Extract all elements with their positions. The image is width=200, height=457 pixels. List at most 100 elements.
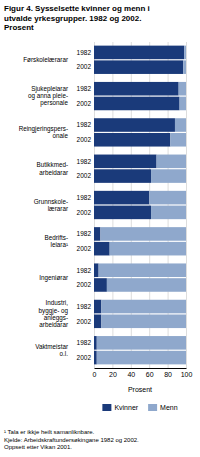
bar bbox=[107, 278, 186, 292]
category-labels: 1982 2002 1982 2002 1982 2002 1982 2002 1982 2002… bbox=[77, 49, 92, 361]
title: Figur 4. Sysselsette kvinner og menn iut… bbox=[4, 4, 150, 32]
category-label: 2002 bbox=[77, 63, 92, 70]
category-label: 2002 bbox=[77, 209, 92, 216]
grid-line bbox=[186, 42, 187, 368]
group-label-line: onale bbox=[53, 132, 69, 139]
bar bbox=[94, 133, 170, 147]
legend-label: Menn bbox=[160, 404, 178, 411]
group-label-line: Vaktmeistar bbox=[35, 343, 68, 350]
group-label-line: Butikkmed- bbox=[37, 161, 69, 168]
category-label: 2002 bbox=[77, 172, 92, 179]
bar bbox=[101, 314, 186, 328]
bar bbox=[94, 351, 97, 365]
category-label: 2002 bbox=[77, 100, 92, 107]
bar bbox=[184, 46, 186, 60]
category-label: 1982 bbox=[77, 158, 92, 165]
bar bbox=[151, 169, 186, 183]
group-label-line: Ingeniørar bbox=[39, 274, 68, 282]
legend-item: Menn bbox=[148, 404, 178, 411]
bar bbox=[94, 191, 149, 205]
category-label: 1982 bbox=[77, 85, 92, 92]
group-label: Førskolelærarar bbox=[23, 56, 68, 63]
chart: Figur 4. Sysselsette kvinner og menn iut… bbox=[0, 0, 200, 457]
legend-label: Kvinner bbox=[114, 404, 138, 411]
bars bbox=[94, 46, 186, 365]
group-label: Ingeniørar bbox=[39, 274, 68, 282]
category-label: 1982 bbox=[77, 267, 92, 274]
title-line: Prosent bbox=[4, 23, 34, 32]
bar bbox=[175, 118, 186, 132]
footnote: ¹ Tala er ikkje heilt samanliknbare. Kjel… bbox=[4, 429, 139, 450]
x-tick-label: 0 bbox=[93, 371, 97, 378]
bar bbox=[94, 263, 99, 277]
category-label: 2002 bbox=[77, 354, 92, 361]
category-label: 1982 bbox=[77, 121, 92, 128]
category-label: 2002 bbox=[77, 245, 92, 252]
x-tick-label: 20 bbox=[109, 371, 117, 378]
legend-swatch bbox=[148, 404, 157, 411]
bar bbox=[94, 242, 110, 256]
x-axis-title: Prosent bbox=[128, 386, 152, 393]
x-tick-label: 80 bbox=[164, 371, 172, 378]
group-label-line: Bedrifts- bbox=[45, 234, 68, 241]
bar bbox=[94, 169, 151, 183]
bar bbox=[94, 46, 184, 60]
footnote-line: ¹ Tala er ikkje heilt samanliknbare. bbox=[4, 429, 95, 435]
bar bbox=[94, 60, 183, 74]
legend-item: Kvinner bbox=[102, 404, 138, 411]
bar bbox=[97, 336, 186, 350]
group-label-line: personale bbox=[40, 99, 68, 107]
bar bbox=[94, 300, 101, 314]
group-label: Reingjeringspers-onale bbox=[19, 125, 69, 139]
bar bbox=[94, 118, 175, 132]
group-label-line: leiara¹ bbox=[51, 241, 69, 248]
footnote-line: Kjelde: Arbeidskraftundersøkingane 1982 … bbox=[4, 437, 139, 443]
bar bbox=[151, 206, 186, 220]
bar bbox=[94, 314, 101, 328]
title-line: Figur 4. Sysselsette kvinner og menn i bbox=[4, 4, 150, 13]
footnote-line: Oppsett etter Vikan 2001. bbox=[4, 444, 72, 450]
bar bbox=[94, 97, 180, 111]
bar bbox=[183, 60, 186, 74]
legend-swatch bbox=[102, 404, 111, 411]
group-label-line: Førskolelærarar bbox=[23, 56, 68, 63]
bar bbox=[157, 155, 186, 169]
category-label: 1982 bbox=[77, 303, 92, 310]
bar bbox=[94, 278, 107, 292]
group-label: Sjukepleiararog anna pleie-personale bbox=[28, 85, 68, 107]
bar bbox=[179, 82, 186, 96]
x-tick-label: 100 bbox=[181, 371, 193, 378]
bar bbox=[99, 263, 186, 277]
bar bbox=[94, 227, 100, 241]
x-tick-label: 40 bbox=[127, 371, 135, 378]
category-label: 1982 bbox=[77, 194, 92, 201]
bar bbox=[180, 97, 186, 111]
legend: Kvinner Menn bbox=[102, 404, 177, 411]
bar bbox=[97, 351, 186, 365]
category-label: 2002 bbox=[77, 318, 92, 325]
group-label: Butikkmed-arbeidarar bbox=[37, 161, 69, 175]
group-label: Bedrifts-leiara¹ bbox=[45, 234, 68, 248]
category-label: 1982 bbox=[77, 49, 92, 56]
bar bbox=[170, 133, 186, 147]
group-label-line: Grunnskole- bbox=[34, 198, 68, 205]
group-labels: Førskolelærarar Sjukepleiararog anna plei… bbox=[19, 56, 69, 357]
category-label: 1982 bbox=[77, 339, 92, 346]
x-axis: 0 20 40 60 80 100 bbox=[93, 42, 193, 378]
group-label-line: arbeidarar bbox=[39, 169, 68, 176]
bar bbox=[94, 336, 97, 350]
group-label-line: o.l. bbox=[60, 350, 69, 357]
category-label: 1982 bbox=[77, 230, 92, 237]
group-label-line: arbeidarar bbox=[39, 321, 68, 328]
group-label: Vaktmeistaro.l. bbox=[35, 343, 68, 357]
bar bbox=[149, 191, 186, 205]
x-axis-line bbox=[95, 368, 187, 369]
bar bbox=[94, 155, 157, 169]
x-tick-label: 60 bbox=[146, 371, 154, 378]
category-label: 2002 bbox=[77, 136, 92, 143]
title-line: utvalde yrkesgrupper. 1982 og 2002. bbox=[4, 14, 141, 23]
group-label-line: Industri, bbox=[46, 299, 69, 306]
bar bbox=[94, 82, 179, 96]
group-label: Grunnskole-lærarar bbox=[34, 198, 68, 212]
bar bbox=[110, 242, 186, 256]
